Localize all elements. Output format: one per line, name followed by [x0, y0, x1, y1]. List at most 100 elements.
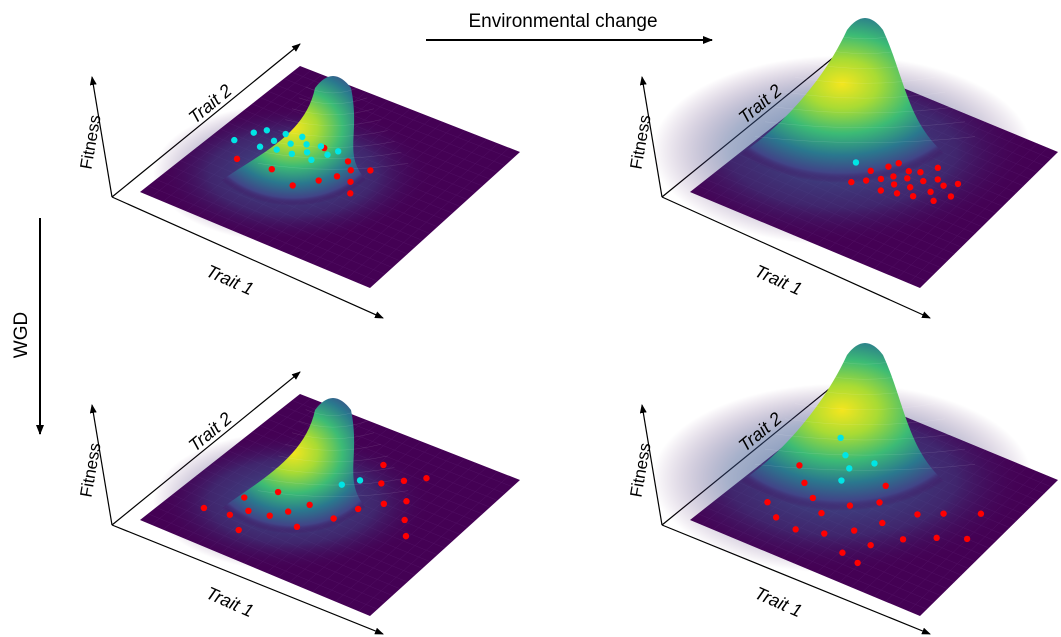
population-dots: [764, 434, 985, 567]
high-fitness-dot: [250, 129, 257, 136]
low-fitness-dot: [764, 498, 771, 506]
low-fitness-dot: [284, 508, 292, 515]
high-fitness-dot: [256, 143, 264, 150]
z-axis: [639, 404, 663, 526]
low-fitness-dot: [862, 177, 870, 184]
low-fitness-dot: [927, 188, 934, 196]
low-fitness-dot: [914, 511, 921, 518]
low-fitness-dot: [347, 167, 354, 174]
high-fitness-dot: [303, 141, 310, 148]
low-fitness-dot: [877, 175, 885, 183]
low-fitness-dot: [344, 158, 352, 165]
low-fitness-dot: [792, 526, 799, 533]
low-fitness-dot: [904, 175, 911, 182]
high-fitness-dot: [846, 465, 853, 472]
low-fitness-dot: [233, 155, 241, 163]
low-fitness-dot: [905, 168, 912, 175]
high-fitness-dot: [270, 137, 278, 145]
peak-mesh: [257, 409, 409, 497]
low-fitness-dot: [934, 164, 942, 172]
low-fitness-dot: [879, 519, 886, 527]
peak-mesh: [754, 357, 976, 471]
high-fitness-dot: [263, 127, 271, 134]
low-fitness-dot: [772, 514, 780, 521]
z-axis: [89, 76, 113, 198]
low-fitness-dot: [940, 182, 947, 189]
wgd-arrow: WGD: [11, 218, 44, 435]
low-fitness-dot: [380, 500, 388, 507]
low-fitness-dot: [367, 167, 374, 174]
low-fitness-dot: [876, 499, 883, 506]
low-fitness-dot: [401, 516, 408, 524]
trait-1-label: Trait 1: [752, 583, 806, 621]
low-fitness-dot: [796, 462, 803, 469]
low-fitness-dot: [920, 177, 927, 185]
low-fitness-dot: [867, 541, 874, 549]
fitness-label: Fitness: [76, 113, 104, 170]
high-fitness-dot: [324, 151, 331, 158]
low-fitness-dot: [930, 197, 937, 205]
low-fitness-dot: [885, 163, 892, 170]
wgd-label: WGD: [11, 312, 32, 358]
high-fitness-dot: [338, 481, 345, 488]
low-fitness-dot: [809, 494, 817, 502]
low-fitness-dot: [200, 504, 208, 512]
low-fitness-dot: [839, 549, 846, 556]
low-fitness-dot: [235, 526, 242, 534]
low-fitness-dot: [354, 505, 362, 513]
low-fitness-dot: [882, 482, 889, 489]
low-fitness-dot: [933, 534, 940, 542]
low-fitness-dot: [306, 501, 313, 509]
fitness-peak: [211, 398, 376, 534]
high-fitness-dot: [837, 434, 844, 442]
low-fitness-dot: [315, 177, 322, 184]
fitness-peak: [722, 18, 963, 183]
low-fitness-dot: [801, 479, 808, 487]
high-fitness-dot: [871, 460, 878, 467]
trait-1-label: Trait 1: [203, 261, 257, 299]
high-fitness-dot: [303, 149, 311, 156]
high-fitness-dot: [273, 146, 280, 153]
low-fitness-dot: [380, 461, 387, 469]
fitness-label: Fitness: [76, 441, 104, 498]
low-fitness-dot: [402, 532, 410, 540]
low-fitness-dot: [890, 181, 898, 188]
low-fitness-dot: [293, 523, 301, 531]
low-fitness-dot: [400, 477, 408, 485]
low-fitness-dot: [899, 536, 907, 543]
high-fitness-dot: [287, 140, 294, 147]
low-fitness-dot: [226, 511, 234, 518]
low-fitness-dot: [423, 474, 430, 482]
low-fitness-dot: [867, 167, 874, 175]
high-fitness-dot: [299, 133, 306, 141]
environmental-change-label: Environmental change: [468, 11, 657, 32]
high-fitness-dot: [231, 136, 238, 144]
x-axis: [111, 524, 384, 635]
low-fitness-dot: [906, 184, 914, 191]
high-fitness-dot: [334, 148, 342, 155]
x-axis: [661, 196, 931, 319]
low-fitness-dot: [821, 530, 828, 537]
x-axis: [111, 196, 384, 319]
trait-1-label: Trait 1: [752, 261, 806, 299]
low-fitness-dot: [347, 178, 354, 185]
low-fitness-dot: [403, 498, 410, 505]
low-fitness-dot: [909, 192, 917, 200]
low-fitness-dot: [333, 173, 341, 180]
low-fitness-dot: [895, 160, 902, 167]
low-fitness-dot: [917, 169, 924, 176]
environmental-change-arrow: Environmental change: [426, 11, 713, 44]
high-fitness-dot: [288, 150, 296, 158]
low-fitness-dot: [890, 173, 897, 180]
low-fitness-dot: [274, 488, 282, 496]
trait-1-label: Trait 1: [203, 583, 257, 621]
population-dots: [200, 461, 430, 540]
high-fitness-dot: [838, 477, 845, 484]
low-fitness-dot: [963, 535, 971, 543]
population-dots: [231, 127, 374, 197]
low-fitness-dot: [245, 507, 252, 515]
high-fitness-dot: [282, 130, 289, 138]
